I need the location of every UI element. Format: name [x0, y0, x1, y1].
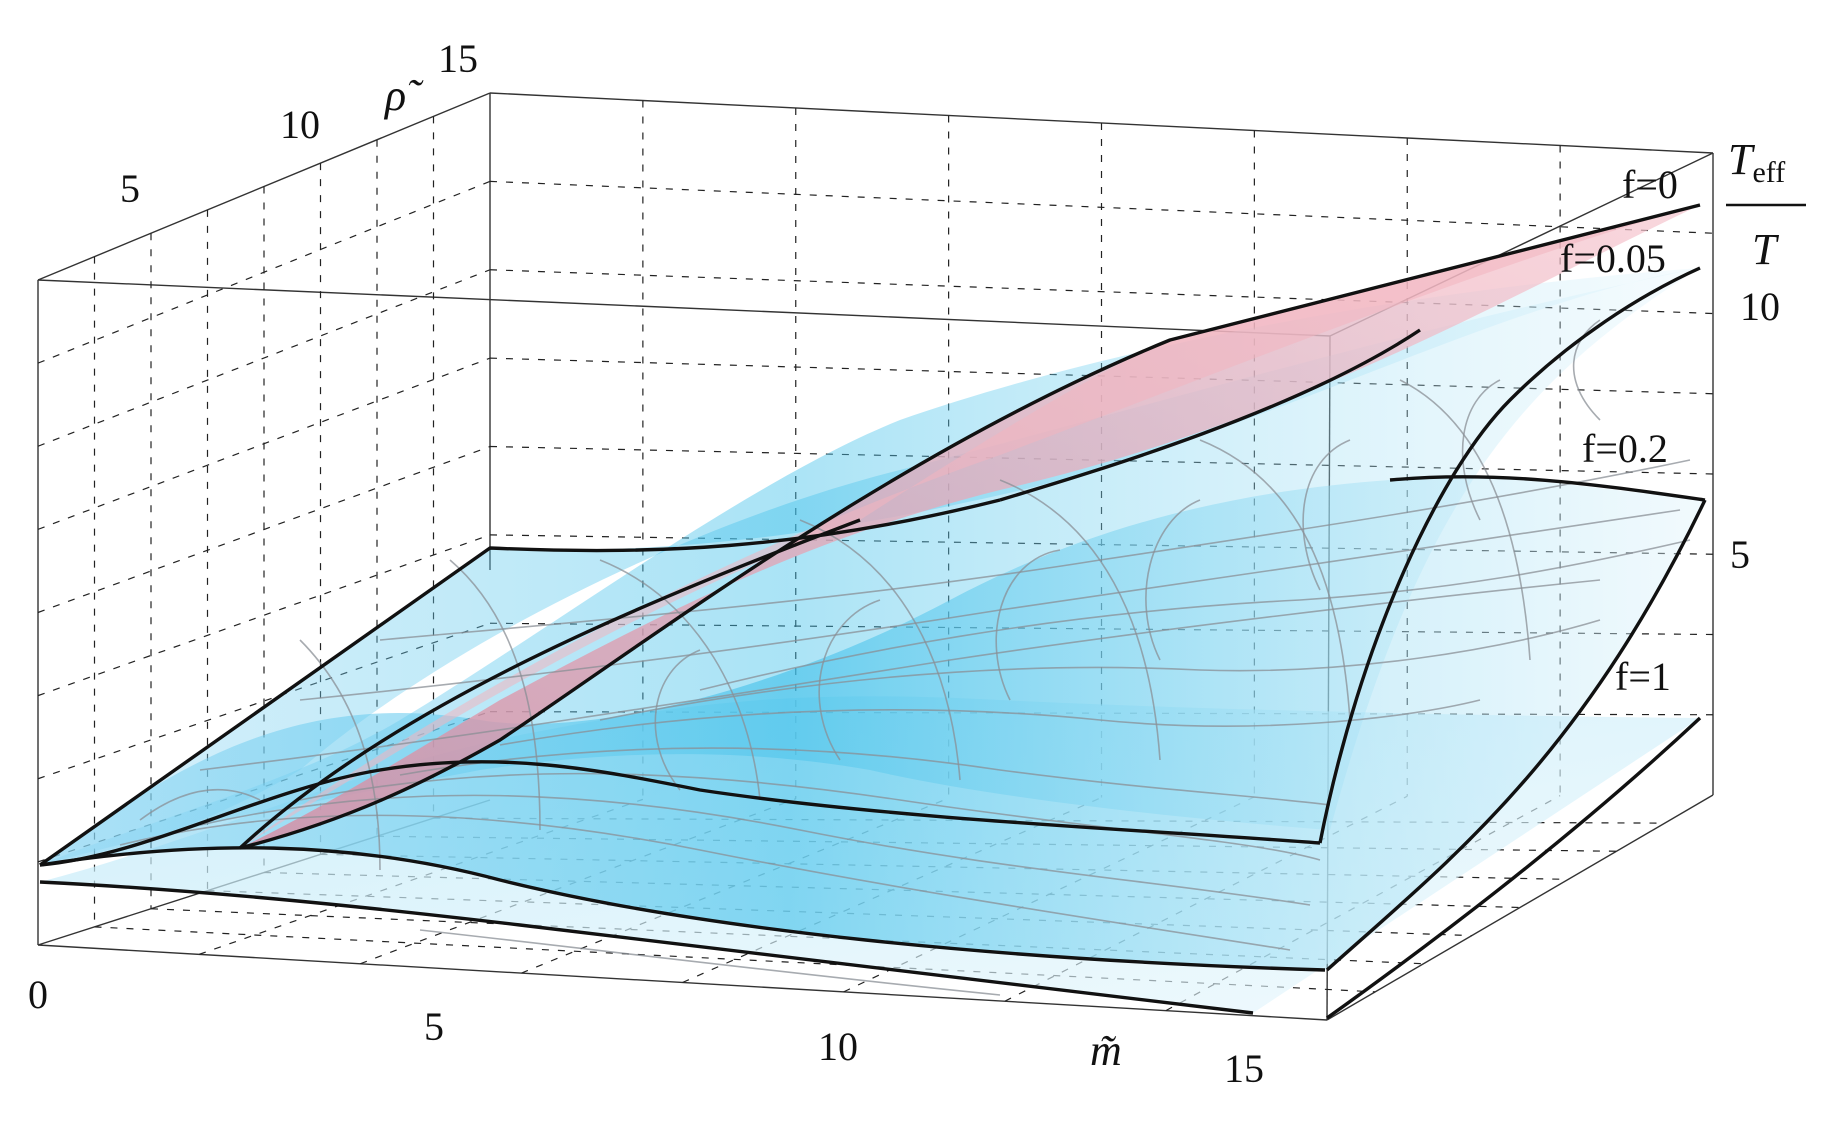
- outline-f005-side: [1318, 266, 1701, 844]
- surface-f0: [240, 205, 1700, 848]
- grid-back-horizontal: [489, 180, 1714, 234]
- series-label-f005: f=0.05: [1560, 236, 1666, 281]
- grid-left-horizontal: [37, 269, 491, 447]
- mesh-line: [199, 579, 1601, 771]
- x-tick-15: 15: [1224, 1046, 1264, 1091]
- mesh-line: [299, 772, 1321, 861]
- mesh-line: [139, 788, 261, 821]
- mesh-line: [995, 549, 1061, 701]
- mesh-line: [999, 479, 1161, 761]
- mesh-line: [1199, 439, 1351, 721]
- z-tick-5: 5: [1730, 532, 1750, 577]
- mesh-line: [1145, 499, 1201, 661]
- z-tick-10: 10: [1740, 284, 1780, 329]
- x-tick-10: 10: [818, 1024, 858, 1069]
- mesh-line: [1572, 319, 1601, 421]
- series-label-f1: f=1: [1615, 654, 1671, 699]
- z-axis-label-bottom: T: [1752, 225, 1780, 274]
- surfaces: [40, 205, 1705, 1013]
- mesh-line: [654, 649, 701, 791]
- grid-floor-y: [94, 926, 1376, 993]
- outline-f1-front: [39, 880, 1254, 1015]
- mesh-line: [399, 747, 1331, 806]
- series-label-f0: f=0: [1622, 162, 1678, 207]
- grid-left-horizontal: [37, 180, 491, 364]
- outline-f005-back: [39, 498, 1001, 867]
- y-tick-15: 15: [438, 36, 478, 81]
- outline-f0-far: [238, 518, 861, 850]
- outline-f02-back: [1389, 475, 1706, 502]
- mesh-line: [599, 559, 761, 801]
- y-axis-label: ρ̃: [383, 71, 424, 120]
- mesh-line: [499, 699, 1481, 746]
- outline-f02-front: [39, 846, 1326, 972]
- mesh-line: [818, 599, 881, 761]
- grid-left-horizontal: [37, 357, 491, 530]
- mesh-line: [419, 929, 1001, 996]
- x-axis-label: m̃: [1090, 1026, 1122, 1075]
- mesh-line: [599, 619, 1601, 721]
- outline-f1-side: [1326, 716, 1702, 1020]
- mesh-line: [699, 539, 1691, 691]
- x-tick-0: 0: [28, 972, 48, 1017]
- outline-f02-side: [1325, 499, 1707, 972]
- outline-f0-rim: [999, 328, 1421, 502]
- y-tick-5: 5: [120, 166, 140, 211]
- outline-f005-front: [39, 760, 1321, 867]
- x-tick-5: 5: [424, 1004, 444, 1049]
- grid-back-horizontal: [489, 269, 1714, 315]
- surface-mesh: [119, 319, 1691, 996]
- mesh-line: [119, 814, 1291, 951]
- outline-f0-near: [239, 203, 1701, 850]
- mesh-line: [1399, 379, 1531, 661]
- mesh-line: [1302, 439, 1351, 591]
- mesh-line: [799, 519, 961, 781]
- series-label-f02: f=0.2: [1582, 426, 1668, 471]
- surface-f005-back: [40, 268, 1700, 865]
- mesh-line: [299, 639, 381, 871]
- surface-outlines: [39, 203, 1707, 1020]
- y-tick-10: 10: [280, 102, 320, 147]
- mesh-line: [449, 559, 541, 831]
- z-axis-label-top: Teff: [1728, 135, 1785, 189]
- grid-left-horizontal: [37, 445, 491, 614]
- mesh-line: [1461, 379, 1501, 521]
